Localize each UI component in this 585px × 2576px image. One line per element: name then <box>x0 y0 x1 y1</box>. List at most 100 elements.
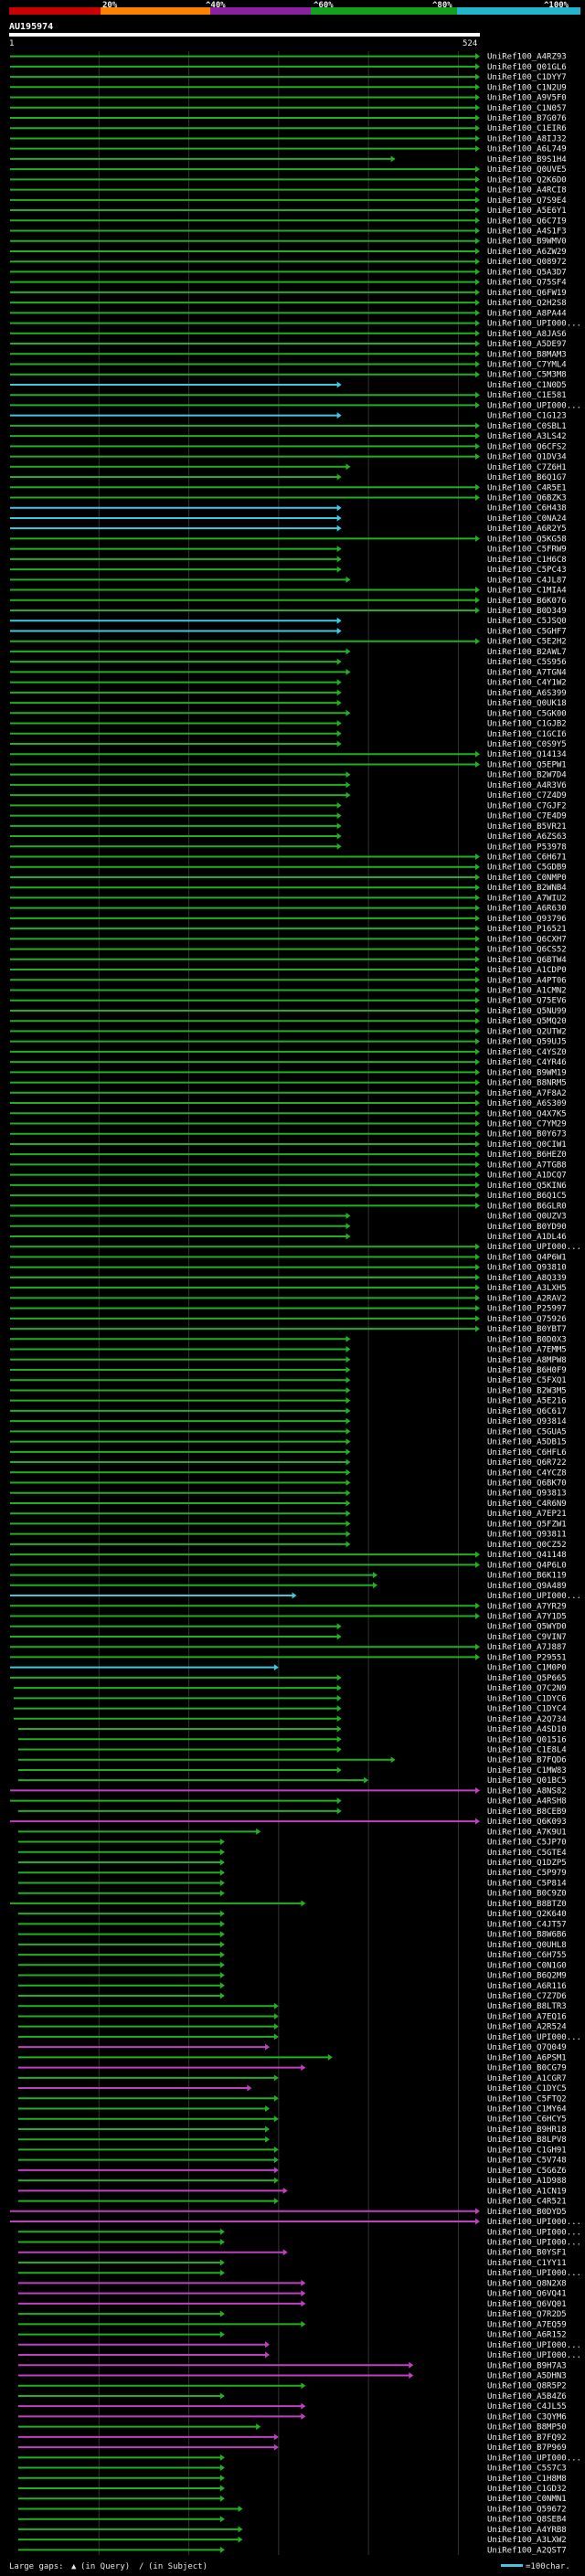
hit-label[interactable]: UniRef100_C1MIA4 <box>487 587 567 596</box>
hit-label[interactable]: UniRef100_Q8R5P2 <box>487 2382 567 2391</box>
hit-label[interactable]: UniRef100_C3QYM6 <box>487 2412 567 2422</box>
hit-label[interactable]: UniRef100_A7K9U1 <box>487 1828 567 1837</box>
hit-label[interactable]: UniRef100_A6S399 <box>487 689 567 698</box>
hit-label[interactable]: UniRef100_Q75926 <box>487 1315 567 1324</box>
hit-label[interactable]: UniRef100_B2WNB4 <box>487 884 567 893</box>
hit-label[interactable]: UniRef100_C1GCI6 <box>487 730 567 739</box>
hit-label[interactable]: UniRef100_Q93810 <box>487 1264 567 1273</box>
hit-label[interactable]: UniRef100_C1YY11 <box>487 2259 567 2268</box>
hit-label[interactable]: UniRef100_A4SD10 <box>487 1725 567 1734</box>
hit-label[interactable]: UniRef100_A6R152 <box>487 2331 567 2340</box>
hit-label[interactable]: UniRef100_A9V5F0 <box>487 94 567 103</box>
hit-label[interactable]: UniRef100_Q9A489 <box>487 1582 567 1591</box>
hit-label[interactable]: UniRef100_C4R521 <box>487 2198 567 2207</box>
hit-label[interactable]: UniRef100_C4R5E1 <box>487 483 567 493</box>
hit-label[interactable]: UniRef100_C7YML4 <box>487 361 567 370</box>
hit-label[interactable]: UniRef100_Q6VQ01 <box>487 2300 567 2309</box>
hit-label[interactable]: UniRef100_A7TGN4 <box>487 668 567 677</box>
hit-label[interactable]: UniRef100_C5GK00 <box>487 709 567 718</box>
hit-label[interactable]: UniRef100_B2AWL7 <box>487 648 567 657</box>
hit-label[interactable]: UniRef100_Q75SF4 <box>487 279 567 288</box>
hit-label[interactable]: UniRef100_B5VR21 <box>487 822 567 832</box>
hit-label[interactable]: UniRef100_P29551 <box>487 1653 567 1662</box>
hit-label[interactable]: UniRef100_B0D349 <box>487 607 567 616</box>
hit-label[interactable]: UniRef100_Q5KIN6 <box>487 1182 567 1191</box>
hit-label[interactable]: UniRef100_A1CN19 <box>487 2187 567 2196</box>
hit-label[interactable]: UniRef100_A7YR29 <box>487 1602 567 1611</box>
hit-label[interactable]: UniRef100_Q5MQ20 <box>487 1017 567 1026</box>
hit-label[interactable]: UniRef100_A7J887 <box>487 1643 567 1652</box>
hit-label[interactable]: UniRef100_C5FTQ2 <box>487 2094 567 2104</box>
hit-label[interactable]: UniRef100_Q14134 <box>487 750 567 759</box>
hit-label[interactable]: UniRef100_B8MAM3 <box>487 350 567 359</box>
hit-label[interactable]: UniRef100_Q75EV6 <box>487 997 567 1006</box>
hit-label[interactable]: UniRef100_A5B4Z6 <box>487 2392 567 2401</box>
hit-label[interactable]: UniRef100_Q93796 <box>487 915 567 924</box>
hit-label[interactable]: UniRef100_A7EMM5 <box>487 1346 567 1355</box>
hit-label[interactable]: UniRef100_A5DB15 <box>487 1438 567 1447</box>
hit-label[interactable]: UniRef100_B6Q1C5 <box>487 1192 567 1201</box>
hit-label[interactable]: UniRef100_C0NA24 <box>487 514 567 524</box>
hit-label[interactable]: UniRef100_C5M3M8 <box>487 371 567 380</box>
hit-label[interactable]: UniRef100_Q5P665 <box>487 1674 567 1683</box>
hit-label[interactable]: UniRef100_P53978 <box>487 843 567 852</box>
hit-label[interactable]: UniRef100_C6H755 <box>487 1951 567 1960</box>
hit-label[interactable]: UniRef100_C1M0P0 <box>487 1664 567 1673</box>
hit-label[interactable]: UniRef100_Q7Q049 <box>487 2043 567 2052</box>
hit-label[interactable]: UniRef100_A6ZS63 <box>487 832 567 842</box>
hit-label[interactable]: UniRef100_Q8SEB4 <box>487 2516 567 2525</box>
hit-label[interactable]: UniRef100_A4S1F3 <box>487 228 567 237</box>
hit-label[interactable]: UniRef100_C1E581 <box>487 391 567 400</box>
hit-label[interactable]: UniRef100_A8Q339 <box>487 1274 567 1283</box>
hit-label[interactable]: UniRef100_Q01BC5 <box>487 1776 567 1786</box>
hit-label[interactable]: UniRef100_Q4X7K5 <box>487 1109 567 1118</box>
hit-label[interactable]: UniRef100_A5DHN3 <box>487 2371 567 2380</box>
hit-label[interactable]: UniRef100_A4RZ93 <box>487 53 567 62</box>
hit-label[interactable]: UniRef100_B6K119 <box>487 1572 567 1581</box>
hit-label[interactable]: UniRef100_Q5A3D7 <box>487 268 567 277</box>
hit-label[interactable]: UniRef100_Q0CIW1 <box>487 1140 567 1150</box>
hit-label[interactable]: UniRef100_Q0UVE5 <box>487 165 567 175</box>
hit-label[interactable]: UniRef100_B7P969 <box>487 2443 567 2453</box>
hit-label[interactable]: UniRef100_C5GHF7 <box>487 627 567 636</box>
hit-label[interactable]: UniRef100_Q5WYD0 <box>487 1623 567 1632</box>
hit-label[interactable]: UniRef100_B8MP50 <box>487 2423 567 2433</box>
hit-label[interactable]: UniRef100_C6HFL6 <box>487 1448 567 1458</box>
hit-label[interactable]: UniRef100_A6L749 <box>487 145 567 154</box>
hit-label[interactable]: UniRef100_C0SBL1 <box>487 422 567 431</box>
hit-label[interactable]: UniRef100_B8NRM5 <box>487 1079 567 1088</box>
hit-label[interactable]: UniRef100_C9VIN7 <box>487 1633 567 1642</box>
hit-label[interactable]: UniRef100_C6H438 <box>487 504 567 514</box>
hit-label[interactable]: UniRef100_B6H0F9 <box>487 1366 567 1375</box>
hit-label[interactable]: UniRef100_C5G6Z6 <box>487 2167 567 2176</box>
hit-label[interactable]: UniRef100_C1N0D5 <box>487 381 567 390</box>
hit-label[interactable]: UniRef100_UPI000... <box>487 2033 581 2042</box>
hit-label[interactable]: UniRef100_C5GTE4 <box>487 1849 567 1858</box>
hit-label[interactable]: UniRef100_B0D0X3 <box>487 1335 567 1344</box>
hit-label[interactable]: UniRef100_B7G076 <box>487 114 567 123</box>
hit-label[interactable]: UniRef100_P16521 <box>487 925 567 934</box>
hit-label[interactable]: UniRef100_Q6R722 <box>487 1458 567 1468</box>
hit-label[interactable]: UniRef100_A3LXW2 <box>487 2536 567 2545</box>
hit-label[interactable]: UniRef100_C4YR46 <box>487 1058 567 1067</box>
hit-label[interactable]: UniRef100_A4YRB8 <box>487 2526 567 2535</box>
hit-label[interactable]: UniRef100_Q2UTW2 <box>487 1027 567 1036</box>
hit-label[interactable]: UniRef100_C5JSQ0 <box>487 617 567 626</box>
hit-label[interactable]: UniRef100_Q5NU99 <box>487 1007 567 1016</box>
hit-label[interactable]: UniRef100_B6K076 <box>487 597 567 606</box>
hit-label[interactable]: UniRef100_Q01516 <box>487 1735 567 1744</box>
hit-label[interactable]: UniRef100_C5GDB9 <box>487 864 567 873</box>
hit-label[interactable]: UniRef100_B0DYD5 <box>487 2208 567 2217</box>
hit-label[interactable]: UniRef100_UPI000... <box>487 401 581 410</box>
hit-label[interactable]: UniRef100_A6S309 <box>487 1099 567 1108</box>
hit-label[interactable]: UniRef100_Q0UZV3 <box>487 1213 567 1222</box>
hit-label[interactable]: UniRef100_B2W7D4 <box>487 771 567 780</box>
hit-label[interactable]: UniRef100_C1GJB2 <box>487 720 567 729</box>
hit-label[interactable]: UniRef100_C5P814 <box>487 1879 567 1888</box>
hit-label[interactable]: UniRef100_A8JAS6 <box>487 330 567 339</box>
hit-label[interactable]: UniRef100_C0S9Y5 <box>487 740 567 749</box>
hit-label[interactable]: UniRef100_C1H8M8 <box>487 2475 567 2484</box>
hit-label[interactable]: UniRef100_Q2H2S8 <box>487 299 567 308</box>
hit-label[interactable]: UniRef100_B8LPV8 <box>487 2136 567 2145</box>
hit-label[interactable]: UniRef100_UPI000... <box>487 2351 581 2360</box>
